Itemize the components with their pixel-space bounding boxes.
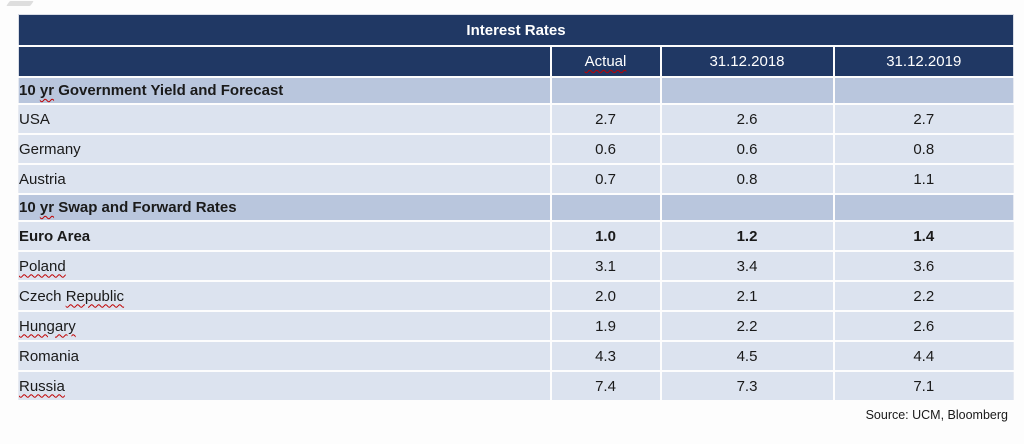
row-label: Russia bbox=[18, 371, 551, 402]
cell-actual: 0.6 bbox=[549, 134, 661, 165]
column-header-actual-label: Actual bbox=[584, 53, 627, 70]
cell-actual: 2.0 bbox=[549, 281, 661, 312]
misspelled-word: yr bbox=[39, 199, 55, 216]
misspelled-word: Hungary bbox=[19, 317, 76, 335]
cell-2019: 0.8 bbox=[832, 134, 1015, 165]
cell-2019: 2.7 bbox=[832, 104, 1015, 135]
interest-rates-table: Interest Rates Actual 31.12.2018 31.12.2… bbox=[17, 14, 1015, 402]
cell-2018: 1.2 bbox=[659, 221, 834, 252]
table-row-austria: Austria 0.7 0.8 1.1 bbox=[18, 164, 1015, 195]
misspelled-word: Republic bbox=[65, 287, 125, 305]
source-attribution: Source: UCM, Bloomberg bbox=[865, 408, 1008, 422]
table-row-germany: Germany 0.6 0.6 0.8 bbox=[18, 134, 1015, 165]
cell-2018: 2.2 bbox=[659, 311, 834, 342]
row-label: Czech Republic bbox=[18, 281, 551, 312]
table-title: Interest Rates bbox=[17, 14, 1015, 47]
cell-2019: 4.4 bbox=[832, 341, 1015, 372]
cell-actual bbox=[549, 194, 661, 222]
table-row-poland: Poland 3.1 3.4 3.6 bbox=[18, 251, 1015, 282]
cell-2019 bbox=[832, 77, 1015, 105]
table-row-czech-republic: Czech Republic 2.0 2.1 2.2 bbox=[18, 281, 1015, 312]
table-row-romania: Romania 4.3 4.5 4.4 bbox=[18, 341, 1015, 372]
row-label: USA bbox=[18, 104, 551, 135]
cell-actual: 1.0 bbox=[549, 221, 661, 252]
cell-2019: 1.4 bbox=[832, 221, 1015, 252]
cell-2018: 0.8 bbox=[659, 164, 834, 195]
rates-table: Interest Rates Actual 31.12.2018 31.12.2… bbox=[17, 14, 1015, 402]
cell-2019: 7.1 bbox=[832, 371, 1015, 402]
cell-2018 bbox=[659, 194, 834, 222]
section-label: 10 yr Swap and Forward Rates bbox=[18, 194, 551, 222]
cell-2019: 2.2 bbox=[832, 281, 1015, 312]
row-label: Germany bbox=[18, 134, 551, 165]
cell-2019: 3.6 bbox=[832, 251, 1015, 282]
cell-2019: 1.1 bbox=[832, 164, 1015, 195]
column-header-2018: 31.12.2018 bbox=[659, 46, 834, 78]
cell-actual: 2.7 bbox=[549, 104, 661, 135]
cell-2018: 2.1 bbox=[659, 281, 834, 312]
cell-2018 bbox=[659, 77, 834, 105]
misspelled-word: Poland bbox=[19, 257, 66, 275]
misspelled-word: Russia bbox=[19, 377, 65, 395]
cell-actual bbox=[549, 77, 661, 105]
cell-actual: 1.9 bbox=[549, 311, 661, 342]
column-header-actual: Actual bbox=[549, 46, 661, 78]
cell-actual: 4.3 bbox=[549, 341, 661, 372]
row-label: Romania bbox=[18, 341, 551, 372]
cell-2018: 3.4 bbox=[659, 251, 834, 282]
cell-2019 bbox=[832, 194, 1015, 222]
row-label: Austria bbox=[18, 164, 551, 195]
table-row-hungary: Hungary 1.9 2.2 2.6 bbox=[18, 311, 1015, 342]
cell-2019: 2.6 bbox=[832, 311, 1015, 342]
cell-2018: 0.6 bbox=[659, 134, 834, 165]
cell-2018: 7.3 bbox=[659, 371, 834, 402]
table-row-russia: Russia 7.4 7.3 7.1 bbox=[18, 371, 1015, 402]
stray-mark bbox=[6, 1, 34, 6]
row-label: Hungary bbox=[18, 311, 551, 342]
section-label: 10 yr Government Yield and Forecast bbox=[18, 77, 551, 105]
cell-2018: 2.6 bbox=[659, 104, 834, 135]
table-title-row: Interest Rates bbox=[17, 14, 1015, 47]
column-header-2019: 31.12.2019 bbox=[832, 46, 1015, 78]
misspelled-word: yr bbox=[39, 82, 55, 99]
cell-actual: 7.4 bbox=[549, 371, 661, 402]
section-row-government-yield: 10 yr Government Yield and Forecast bbox=[18, 77, 1015, 105]
cell-2018: 4.5 bbox=[659, 341, 834, 372]
column-header-row: Actual 31.12.2018 31.12.2019 bbox=[18, 46, 1015, 78]
section-row-swap-forward: 10 yr Swap and Forward Rates bbox=[18, 194, 1015, 222]
cell-actual: 3.1 bbox=[549, 251, 661, 282]
row-label: Poland bbox=[18, 251, 551, 282]
empty-header-cell bbox=[18, 46, 551, 78]
table-row-euro-area: Euro Area 1.0 1.2 1.4 bbox=[18, 221, 1015, 252]
table-row-usa: USA 2.7 2.6 2.7 bbox=[18, 104, 1015, 135]
row-label: Euro Area bbox=[18, 221, 551, 252]
cell-actual: 0.7 bbox=[549, 164, 661, 195]
